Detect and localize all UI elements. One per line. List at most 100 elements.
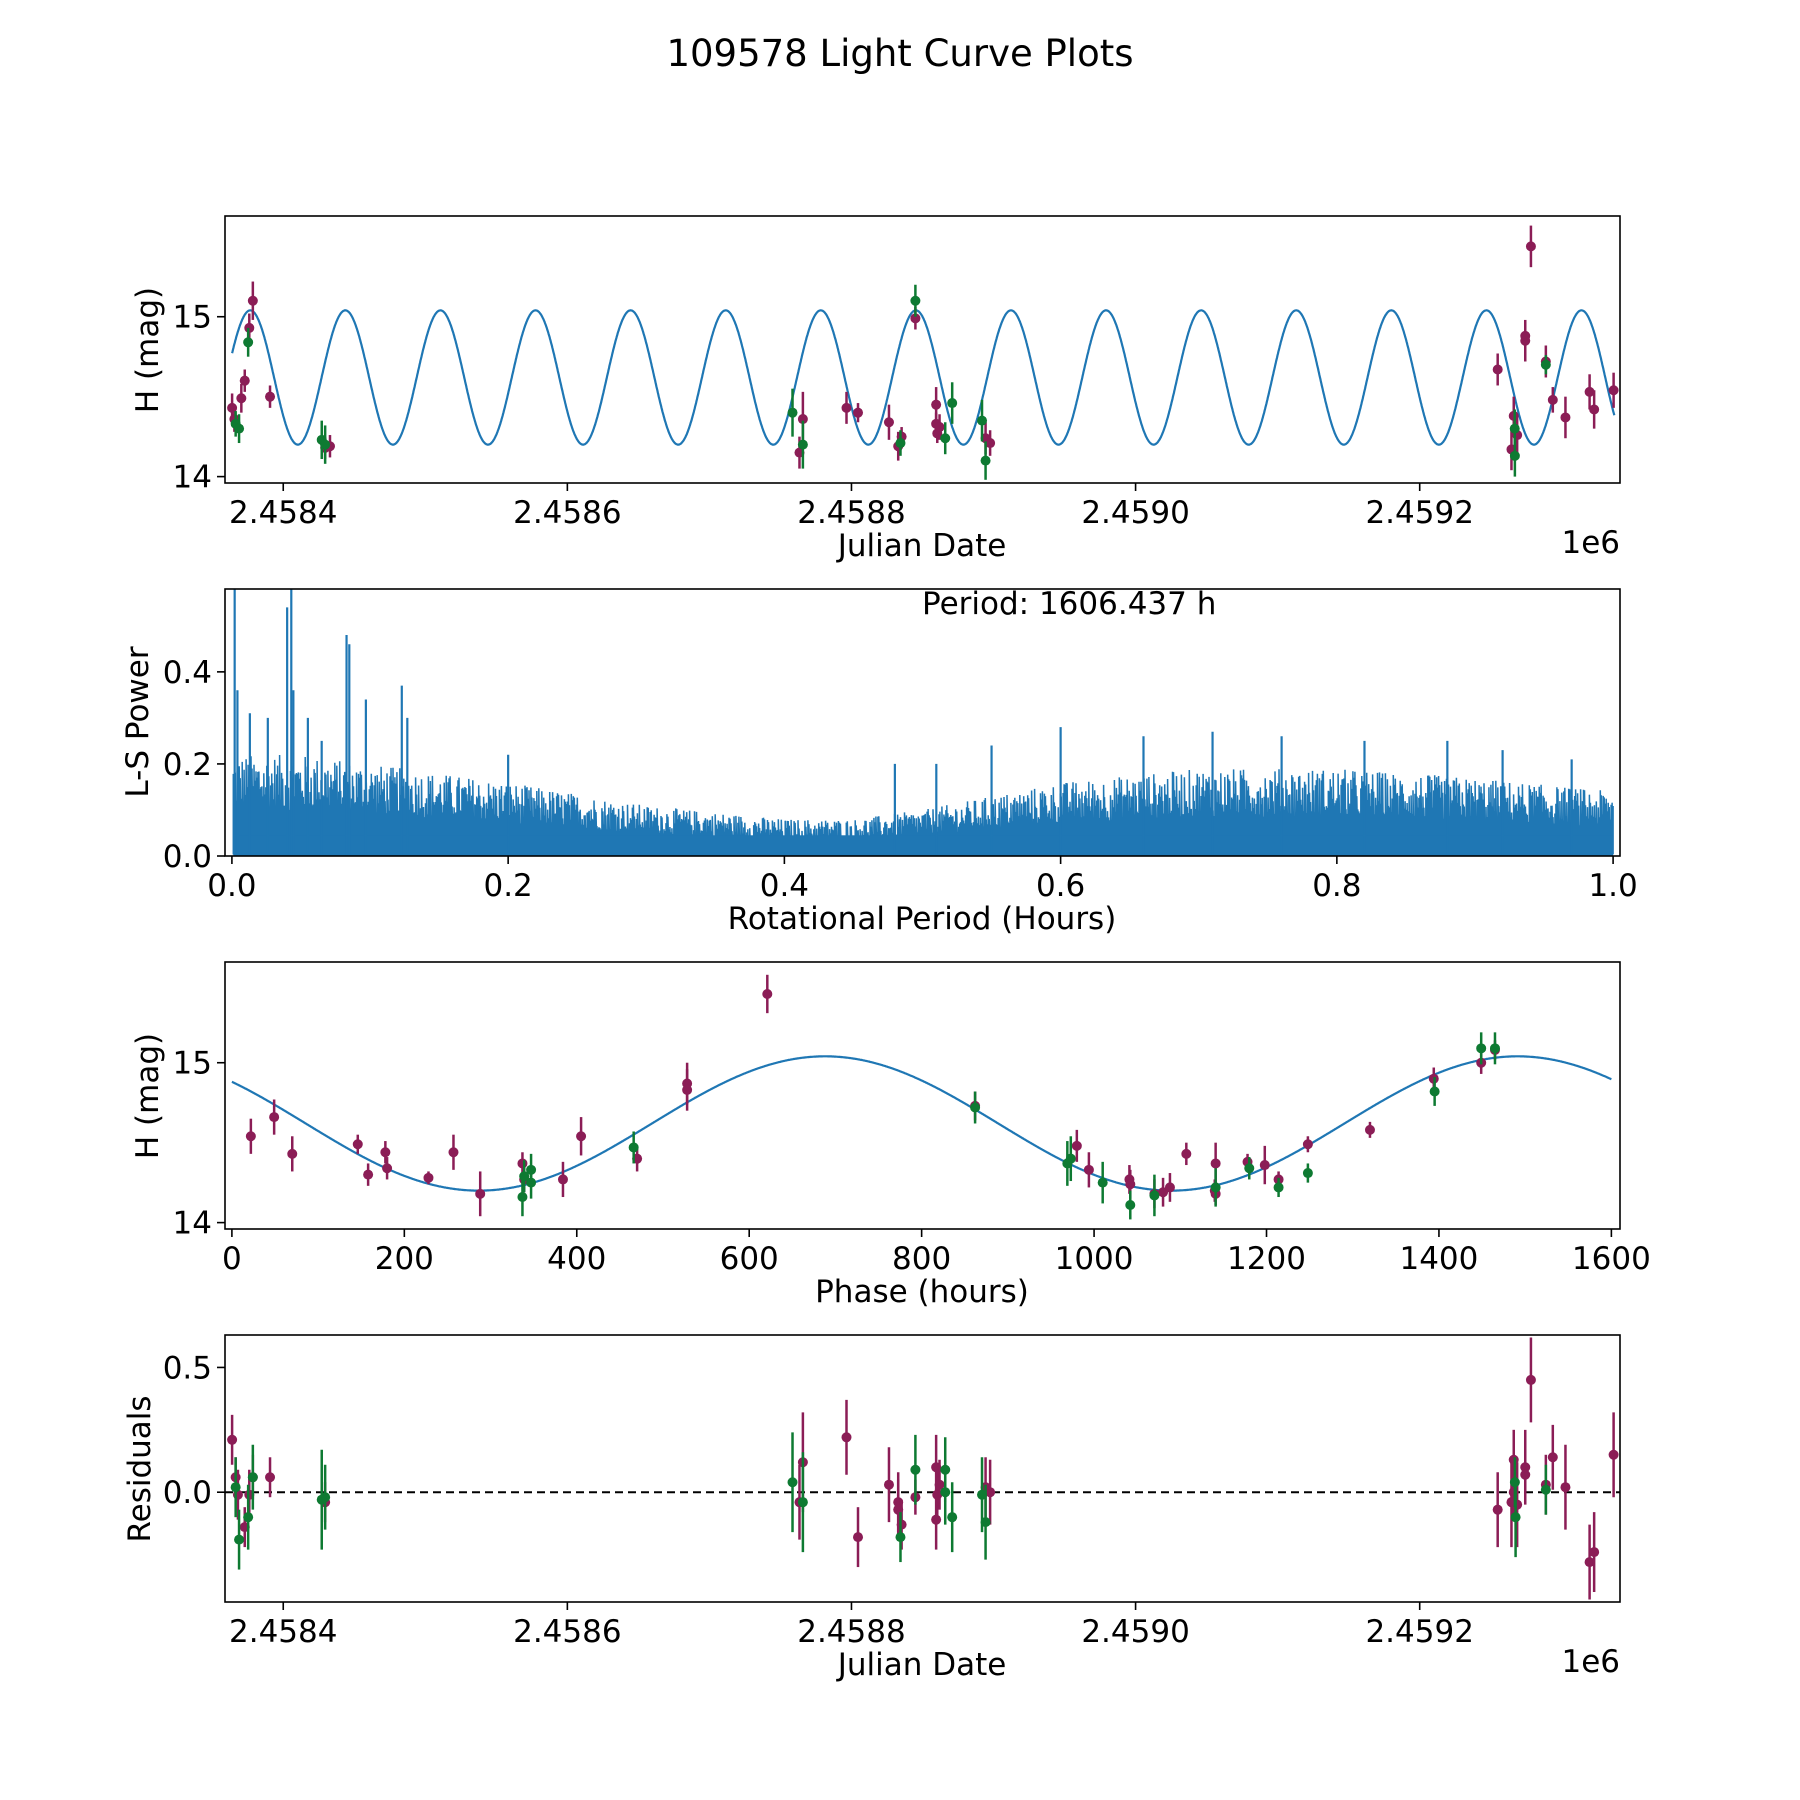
x-tick-label: 2.4592 — [1365, 1614, 1473, 1650]
periodogram-marks — [232, 589, 1614, 856]
data-point-maroon — [227, 1434, 238, 1445]
data-point-green — [910, 1464, 921, 1475]
lightcurve-model-curve — [231, 309, 1616, 446]
data-point-maroon — [287, 1148, 298, 1159]
data-point-maroon — [1589, 404, 1600, 415]
periodogram-axes-frame — [224, 588, 1621, 857]
data-point-maroon — [1584, 386, 1595, 397]
data-point-maroon — [985, 438, 996, 449]
data-point-green — [1509, 423, 1520, 434]
data-point-green — [320, 439, 331, 450]
periodogram-base-fill — [233, 835, 1614, 856]
data-point-green — [1540, 359, 1551, 370]
data-point-maroon — [352, 1139, 363, 1150]
data-point-green — [1489, 1043, 1500, 1054]
data-point-maroon — [517, 1158, 528, 1169]
data-point-green — [947, 398, 958, 409]
lightcurve-marks — [227, 225, 1619, 480]
data-point-maroon — [1364, 1124, 1375, 1135]
periodogram-yticks: 0.0 0.2 0.4 — [163, 655, 225, 875]
residuals-axes-frame — [224, 1334, 1621, 1603]
data-point-green — [1540, 1484, 1551, 1495]
x-tick-label: 2.4584 — [229, 495, 337, 531]
data-point-maroon — [1083, 1164, 1094, 1175]
data-point-green — [247, 1472, 258, 1483]
x-tick-label: 2.4588 — [797, 495, 905, 531]
x-tick-label: 1000 — [1055, 1241, 1134, 1277]
data-point-maroon — [841, 1432, 852, 1443]
data-point-green — [517, 1192, 528, 1203]
data-point-green — [1302, 1168, 1313, 1179]
data-point-maroon — [934, 422, 945, 433]
data-point-maroon — [380, 1147, 391, 1158]
data-point-maroon — [1210, 1158, 1221, 1169]
x-tick-label: 2.4592 — [1365, 495, 1473, 531]
x-tick-label: 2.4586 — [513, 495, 621, 531]
data-point-green — [895, 1532, 906, 1543]
data-point-maroon — [1164, 1182, 1175, 1193]
data-point-green — [234, 423, 245, 434]
x-tick-label: 200 — [375, 1241, 434, 1277]
period-annotation: Period: 1606.437 h — [922, 586, 1216, 622]
data-point-maroon — [883, 417, 894, 428]
data-point-maroon — [1520, 330, 1531, 341]
residuals-marks — [225, 1337, 1620, 1600]
data-point-maroon — [841, 402, 852, 413]
data-point-green — [797, 439, 808, 450]
data-point-green — [980, 455, 991, 466]
data-point-maroon — [576, 1131, 587, 1142]
y-tick-label: 15 — [173, 300, 212, 336]
data-point-green — [628, 1142, 639, 1153]
phased-ylabel: H (mag) — [130, 1033, 166, 1159]
lightcurve-ylabel: H (mag) — [130, 287, 166, 413]
x-tick-label: 1200 — [1227, 1241, 1306, 1277]
residuals-yticks: 0.0 0.5 — [163, 1350, 225, 1511]
phased-xticks: 0 200 400 600 800 1000 1200 1400 1600 — [222, 1229, 1651, 1277]
data-point-green — [1210, 1182, 1221, 1193]
lightcurve-xticks: 2.4584 2.4586 2.4588 2.4590 2.4592 — [229, 483, 1474, 531]
data-point-maroon — [853, 407, 864, 418]
data-point-green — [1244, 1163, 1255, 1174]
residuals-ylabel: Residuals — [122, 1395, 158, 1542]
data-point-green — [1097, 1177, 1108, 1188]
phased-marks — [231, 974, 1612, 1220]
lightcurve-axes-frame — [224, 215, 1621, 484]
data-point-green — [910, 295, 921, 306]
data-point-maroon — [883, 1479, 894, 1490]
x-tick-label: 1.0 — [1588, 868, 1637, 904]
y-tick-label: 0.0 — [163, 839, 212, 875]
data-point-maroon — [931, 399, 942, 410]
data-point-maroon — [475, 1188, 486, 1199]
data-point-green — [234, 1534, 245, 1545]
data-point-maroon — [1547, 1452, 1558, 1463]
data-point-maroon — [1259, 1160, 1270, 1171]
data-point-maroon — [1071, 1140, 1082, 1151]
x-tick-label: 2.4586 — [513, 1614, 621, 1650]
data-point-maroon — [985, 1487, 996, 1498]
x-tick-label: 1600 — [1572, 1241, 1651, 1277]
periodogram-xticks: 0.0 0.2 0.4 0.6 0.8 1.0 — [207, 856, 1638, 904]
data-point-maroon — [1560, 1482, 1571, 1493]
x-tick-label: 2.4584 — [229, 1614, 337, 1650]
x-tick-label: 2.4590 — [1081, 1614, 1189, 1650]
x-tick-label: 2.4590 — [1081, 495, 1189, 531]
residuals-plot-area — [225, 1337, 1620, 1600]
lightcurve-xlabel: Julian Date — [836, 528, 1007, 564]
data-point-green — [230, 1482, 241, 1493]
data-point-maroon — [797, 414, 808, 425]
x-tick-label: 0.4 — [760, 868, 809, 904]
data-point-maroon — [1560, 412, 1571, 423]
data-point-green — [320, 1492, 331, 1503]
data-point-maroon — [910, 313, 921, 324]
data-point-maroon — [269, 1112, 280, 1123]
data-point-green — [1065, 1153, 1076, 1164]
data-point-maroon — [1608, 385, 1619, 396]
data-point-green — [243, 1512, 254, 1523]
x-tick-label: 600 — [720, 1241, 779, 1277]
phased-xlabel: Phase (hours) — [815, 1274, 1029, 1310]
data-point-maroon — [1181, 1148, 1192, 1159]
data-point-green — [1476, 1043, 1487, 1054]
y-tick-label: 14 — [173, 1206, 212, 1242]
data-point-maroon — [1547, 394, 1558, 405]
